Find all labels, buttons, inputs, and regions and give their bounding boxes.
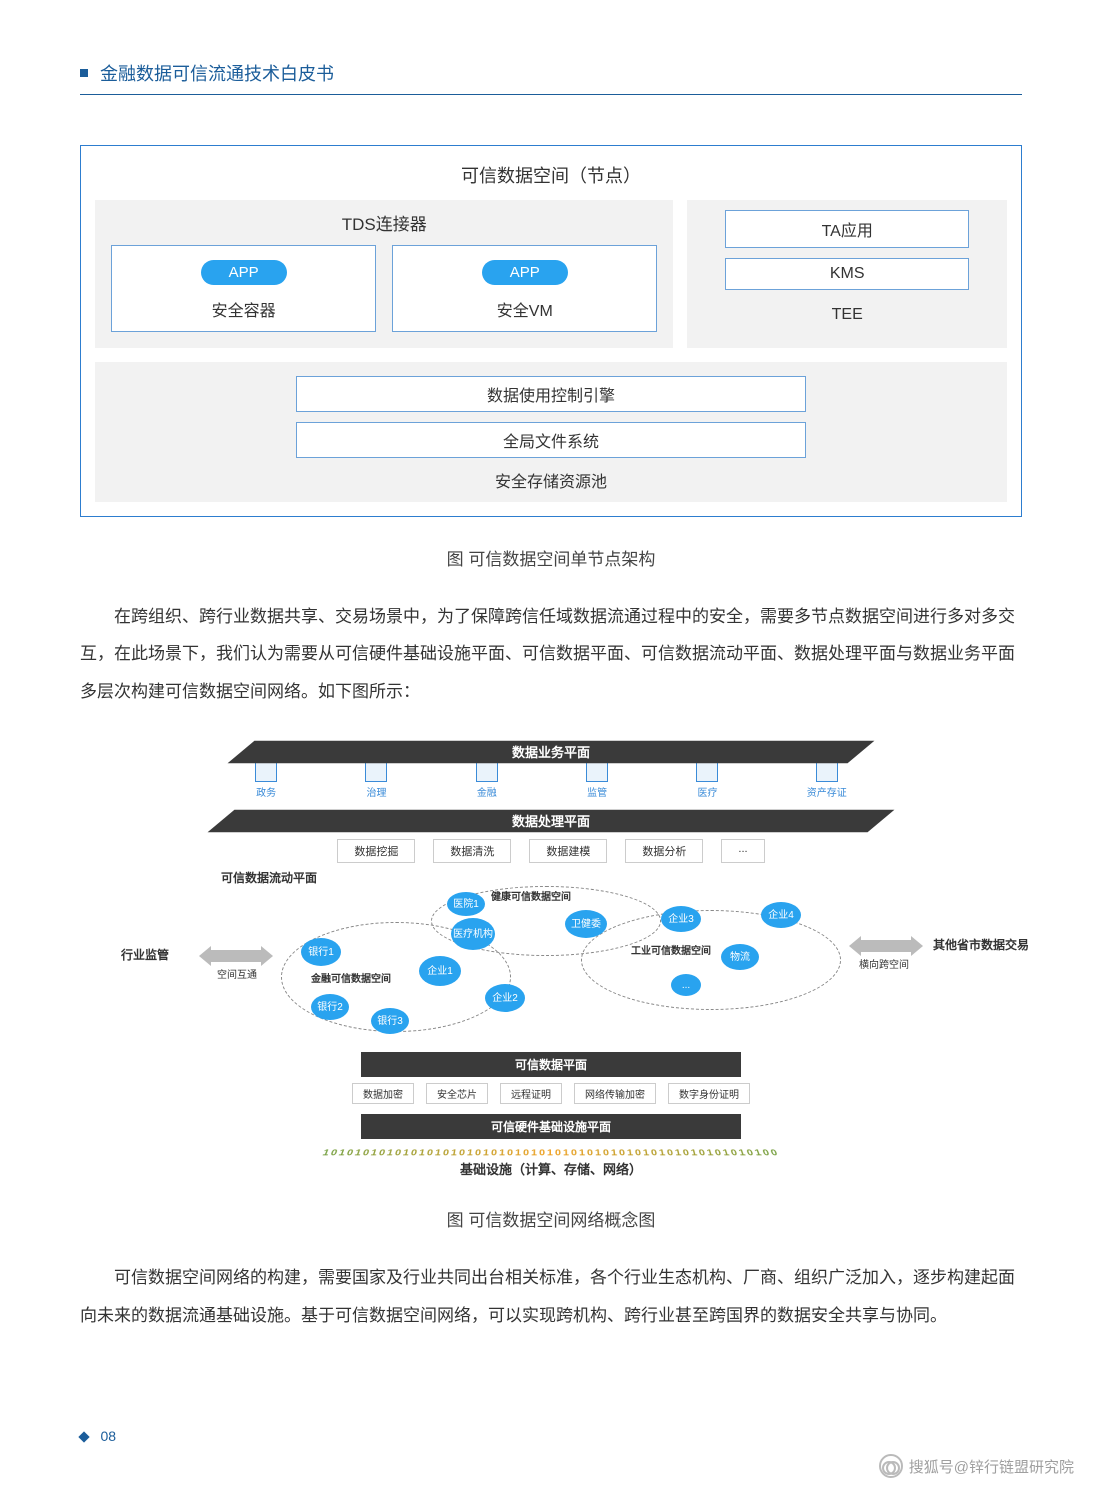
industry-cluster-label: 工业可信数据空间	[631, 942, 711, 957]
tee-panel: TA应用 KMS TEE	[687, 200, 1007, 348]
chip: 远程证明	[500, 1083, 562, 1104]
chip: ...	[721, 839, 764, 863]
node-bubble: 企业2	[485, 984, 525, 1012]
chip: 数据分析	[625, 839, 703, 863]
right-side-label: 其他省市数据交易	[933, 936, 1029, 953]
secure-container-label: 安全容器	[122, 297, 365, 321]
business-icon: 医疗	[696, 762, 718, 799]
doc-icon	[816, 762, 838, 782]
global-filesystem: 全局文件系统	[296, 422, 806, 458]
icon-label: 金融	[477, 788, 497, 799]
left-side-label: 行业监管	[121, 946, 169, 963]
right-side-sub: 横向跨空间	[859, 956, 909, 971]
chip: 安全芯片	[426, 1083, 488, 1104]
chip: 数字身份证明	[668, 1083, 750, 1104]
doc-icon	[586, 762, 608, 782]
business-icon: 金融	[476, 762, 498, 799]
icon-label: 政务	[256, 788, 276, 799]
data-plane-title: 可信数据平面	[361, 1052, 741, 1077]
header-bullet-icon	[80, 69, 88, 77]
business-plane-slab: 数据业务平面	[241, 740, 861, 764]
app-pill-right: APP	[482, 260, 568, 285]
page-number-icon	[78, 1431, 89, 1442]
process-plane-slab: 数据处理平面	[221, 809, 881, 833]
diagram1-caption: 图 可信数据空间单节点架构	[80, 545, 1022, 570]
left-side-sub: 空间互通	[217, 966, 257, 981]
doc-icon	[476, 762, 498, 782]
icon-label: 治理	[366, 788, 386, 799]
node-bubble: 企业3	[661, 906, 701, 932]
business-icon-row: 政务 治理 金融 监管 医疗 资产存证	[151, 762, 951, 799]
infra-label: 基础设施（计算、存储、网络）	[151, 1159, 951, 1178]
icon-label: 资产存证	[807, 788, 847, 799]
business-icon: 治理	[365, 762, 387, 799]
process-plane-title: 数据处理平面	[221, 809, 881, 830]
header-title: 金融数据可信流通技术白皮书	[100, 60, 334, 86]
watermark-logo-icon	[879, 1454, 903, 1478]
industry-cluster-oval	[581, 910, 841, 1010]
arrow-icon	[211, 950, 261, 962]
doc-icon	[365, 762, 387, 782]
ta-app-box: TA应用	[725, 210, 969, 248]
doc-icon	[255, 762, 277, 782]
node-bubble: 银行2	[311, 994, 349, 1020]
diagram1-title: 可信数据空间（节点）	[95, 156, 1007, 200]
secure-vm-label: 安全VM	[403, 297, 646, 321]
tds-title: TDS连接器	[111, 210, 657, 245]
node-bubble: 医院1	[447, 892, 485, 916]
diagram2-caption: 图 可信数据空间网络概念图	[80, 1206, 1022, 1231]
icon-label: 医疗	[697, 788, 717, 799]
business-icon: 监管	[586, 762, 608, 799]
kms-box: KMS	[725, 258, 969, 290]
arrow-icon	[861, 940, 911, 952]
node-bubble: 企业1	[419, 956, 461, 986]
node-architecture-diagram: 可信数据空间（节点） TDS连接器 APP 安全容器 APP 安全VM T	[80, 145, 1022, 517]
chip: 数据挖掘	[337, 839, 415, 863]
business-plane-title: 数据业务平面	[241, 740, 861, 761]
node-bubble: 物流	[721, 944, 759, 970]
page-footer: 08	[80, 1428, 116, 1446]
chip: 数据加密	[352, 1083, 414, 1104]
node-bubble: 卫健委	[565, 910, 607, 938]
node-bubble: 医疗机构	[451, 918, 495, 950]
chip: 网络传输加密	[574, 1083, 656, 1104]
hw-plane-title: 可信硬件基础设施平面	[361, 1114, 741, 1139]
watermark-text: 搜狐号@锌行链盟研究院	[909, 1456, 1074, 1477]
chip: 数据建模	[529, 839, 607, 863]
watermark: 搜狐号@锌行链盟研究院	[879, 1454, 1074, 1478]
storage-pool-panel: 数据使用控制引擎 全局文件系统 安全存储资源池	[95, 362, 1007, 502]
tee-label: TEE	[832, 300, 863, 324]
business-icon: 政务	[255, 762, 277, 799]
doc-icon	[696, 762, 718, 782]
paragraph-1: 在跨组织、跨行业数据共享、交易场景中，为了保障跨信任域数据流通过程中的安全，需要…	[80, 598, 1022, 710]
process-chip-row: 数据挖掘 数据清洗 数据建模 数据分析 ...	[151, 839, 951, 863]
page-header: 金融数据可信流通技术白皮书	[80, 60, 1022, 95]
storage-pool-label: 安全存储资源池	[111, 468, 991, 492]
health-cluster-label: 健康可信数据空间	[491, 888, 571, 903]
flow-plane: 可信数据流动平面 行业监管 空间互通 其他省市数据交易 横向跨空间 金融可信数据…	[151, 869, 951, 1052]
secure-vm-box: APP 安全VM	[392, 245, 657, 332]
chip: 数据清洗	[433, 839, 511, 863]
usage-control-engine: 数据使用控制引擎	[296, 376, 806, 412]
flow-plane-title: 可信数据流动平面	[151, 869, 951, 886]
app-pill-left: APP	[201, 260, 287, 285]
tds-connector-panel: TDS连接器 APP 安全容器 APP 安全VM	[95, 200, 673, 348]
paragraph-2: 可信数据空间网络的构建，需要国家及行业共同出台相关标准，各个行业生态机构、厂商、…	[80, 1259, 1022, 1334]
data-chip-row: 数据加密 安全芯片 远程证明 网络传输加密 数字身份证明	[151, 1083, 951, 1104]
secure-container-box: APP 安全容器	[111, 245, 376, 332]
node-bubble: 企业4	[761, 902, 801, 928]
business-icon: 资产存证	[807, 762, 847, 799]
network-concept-diagram: 数据业务平面 政务 治理 金融 监管 医疗 资产存证 数据处理平面 数据挖掘 数…	[151, 740, 951, 1178]
node-bubble: 银行1	[301, 938, 341, 966]
finance-cluster-label: 金融可信数据空间	[311, 970, 391, 985]
node-bubble: 银行3	[371, 1008, 409, 1034]
icon-label: 监管	[587, 788, 607, 799]
page-number: 08	[100, 1428, 116, 1444]
